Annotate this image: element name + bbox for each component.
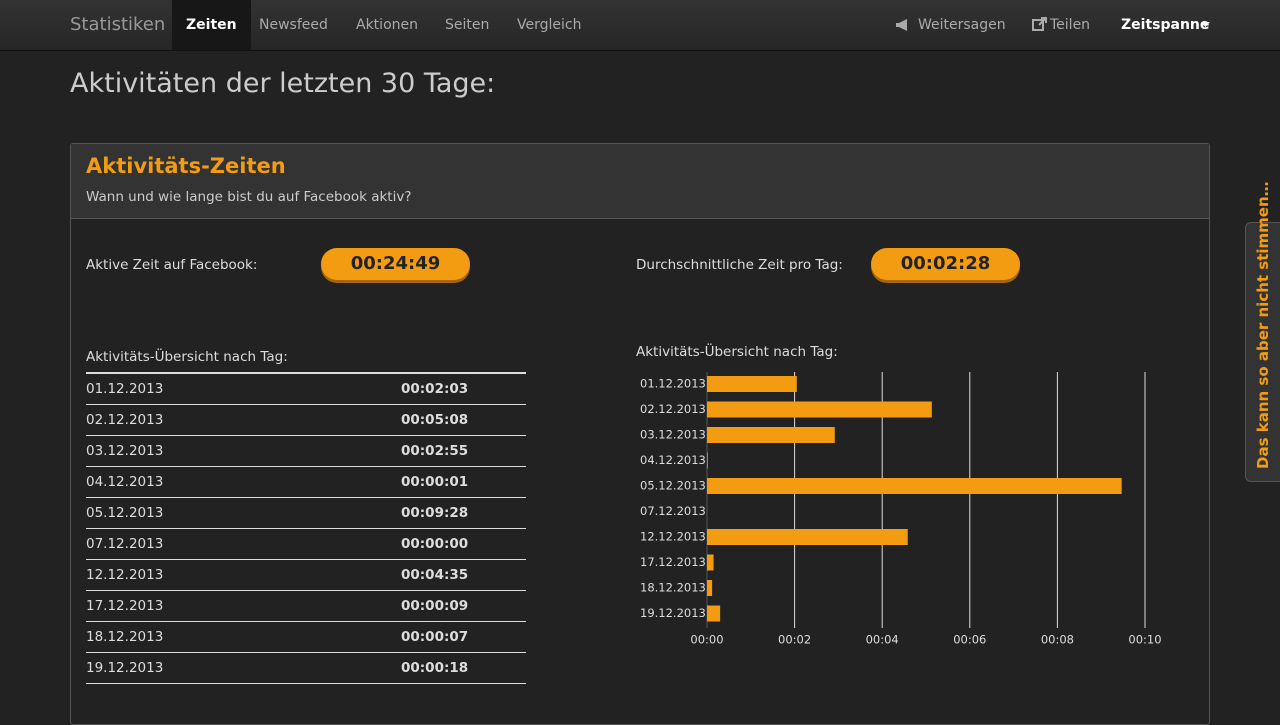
table-row: 04.12.2013 00:00:01 — [86, 467, 526, 498]
time-cell: 00:02:03 — [401, 381, 469, 397]
table-row: 03.12.2013 00:02:55 — [86, 436, 526, 467]
y-tick-label: 02.12.2013 — [640, 402, 706, 416]
y-tick-label: 07.12.2013 — [640, 504, 706, 518]
table-row: 12.12.2013 00:04:35 — [86, 560, 526, 591]
y-tick-label: 18.12.2013 — [640, 581, 706, 595]
stat-value: 00:24:49 — [321, 248, 470, 280]
time-cell: 00:00:00 — [401, 536, 469, 552]
bar — [707, 580, 713, 596]
teilen-link[interactable]: Teilen — [1050, 17, 1091, 33]
x-tick-label: 00:08 — [1041, 633, 1074, 647]
navbar: Statistiken Zeiten Newsfeed Aktionen Sei… — [0, 0, 1280, 51]
table-row: 19.12.2013 00:00:18 — [86, 653, 526, 684]
date-cell: 03.12.2013 — [86, 443, 164, 459]
nav-item[interactable]: Zeiten — [172, 0, 251, 50]
x-tick-label: 00:06 — [953, 633, 986, 647]
y-tick-label: 05.12.2013 — [640, 479, 706, 493]
panel-subtitle: Wann und wie lange bist du auf Facebook … — [86, 189, 412, 205]
table-row: 17.12.2013 00:00:09 — [86, 591, 526, 622]
chart-title: Aktivitäts-Übersicht nach Tag: — [636, 344, 838, 360]
panel-header: Aktivitäts-Zeiten Wann und wie lange bis… — [71, 144, 1209, 219]
table-row: 05.12.2013 00:09:28 — [86, 498, 526, 529]
table-row: 07.12.2013 00:00:00 — [86, 529, 526, 560]
date-cell: 05.12.2013 — [86, 505, 164, 521]
x-tick-label: 00:10 — [1128, 633, 1161, 647]
nav-item[interactable]: Vergleich — [517, 17, 582, 33]
time-cell: 00:02:55 — [401, 443, 469, 459]
table: 01.12.2013 00:02:03 02.12.2013 00:05:08 03.1… — [86, 372, 526, 684]
bar-chart: 00:00 00:02 00:04 00:06 00:08 00:10 01.12.2013… — [640, 372, 1162, 647]
bar — [707, 478, 1122, 494]
date-cell: 01.12.2013 — [86, 381, 164, 397]
y-tick-label: 17.12.2013 — [640, 555, 706, 569]
time-cell: 00:09:28 — [401, 505, 469, 521]
megaphone-icon — [896, 19, 907, 31]
panel-title: Aktivitäts-Zeiten — [86, 154, 286, 178]
y-tick-label: 01.12.2013 — [640, 377, 706, 391]
caret — [1201, 22, 1210, 27]
date-cell: 02.12.2013 — [86, 412, 164, 428]
bar — [707, 605, 721, 622]
y-tick-label: 19.12.2013 — [640, 606, 706, 620]
date-cell: 12.12.2013 — [86, 567, 164, 583]
nav-item[interactable]: Aktionen — [356, 17, 418, 33]
bar — [707, 427, 835, 443]
table-row: 01.12.2013 00:02:03 — [86, 374, 526, 405]
stat-label: Durchschnittliche Zeit pro Tag: — [636, 257, 843, 273]
bar — [707, 452, 708, 469]
stat-label: Aktive Zeit auf Facebook: — [86, 257, 258, 273]
side-tab[interactable]: Das kann so aber nicht stimmen… — [1245, 181, 1280, 482]
date-cell: 04.12.2013 — [86, 474, 164, 490]
brand[interactable]: Statistiken — [70, 14, 166, 35]
bar — [707, 529, 908, 545]
date-cell: 18.12.2013 — [86, 629, 164, 645]
x-tick-label: 00:00 — [690, 633, 723, 647]
bar — [707, 376, 797, 392]
bar — [707, 554, 714, 571]
time-cell: 00:04:35 — [401, 567, 469, 583]
panel: Aktivitäts-Zeiten Wann und wie lange bis… — [70, 143, 1210, 725]
y-tick-label: 12.12.2013 — [640, 530, 706, 544]
side-tab-label[interactable]: Das kann so aber nicht stimmen… — [1254, 181, 1272, 469]
y-tick-label: 03.12.2013 — [640, 428, 706, 442]
zeitspanne-dropdown[interactable]: Zeitspanne — [1121, 17, 1210, 33]
date-cell: 07.12.2013 — [86, 536, 164, 552]
stat-value: 00:02:28 — [871, 248, 1020, 280]
date-cell: 17.12.2013 — [86, 598, 164, 614]
table-row: 02.12.2013 00:05:08 — [86, 405, 526, 436]
share-icon — [1032, 17, 1047, 31]
nav-item[interactable]: Newsfeed — [259, 17, 328, 33]
time-cell: 00:05:08 — [401, 412, 469, 428]
time-cell: 00:00:01 — [401, 474, 469, 490]
nav-item[interactable]: Seiten — [445, 17, 490, 33]
y-tick-label: 04.12.2013 — [640, 453, 706, 467]
bar — [707, 401, 932, 418]
table-title: Aktivitäts-Übersicht nach Tag: — [86, 349, 288, 365]
time-cell: 00:00:07 — [401, 629, 469, 645]
x-tick-label: 00:04 — [866, 633, 899, 647]
table-row: 18.12.2013 00:00:07 — [86, 622, 526, 653]
date-cell: 19.12.2013 — [86, 660, 164, 676]
x-tick-label: 00:02 — [778, 633, 811, 647]
page-title: Aktivitäten der letzten 30 Tage: — [70, 68, 496, 99]
time-cell: 00:00:09 — [401, 598, 469, 614]
share-link[interactable]: Weitersagen — [918, 17, 1006, 33]
time-cell: 00:00:18 — [401, 660, 469, 676]
